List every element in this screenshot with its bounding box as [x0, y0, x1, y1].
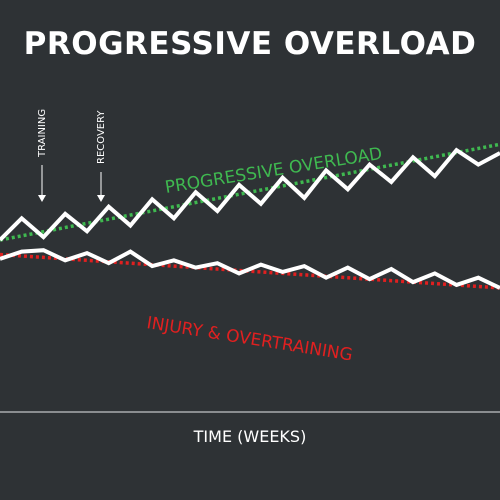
training-annotation: TRAINING	[37, 109, 48, 158]
series-line-injury	[0, 248, 500, 290]
series-line-injury-trend	[0, 252, 500, 290]
x-axis-line	[0, 411, 500, 413]
training-arrow-icon	[38, 165, 46, 202]
injury-overtraining-label: INJURY & OVERTRAINING	[145, 313, 354, 365]
recovery-arrow-icon	[97, 172, 105, 202]
x-axis-label: TIME (WEEKS)	[193, 427, 307, 446]
recovery-annotation: RECOVERY	[96, 110, 107, 164]
chart-title: PROGRESSIVE OVERLOAD	[23, 26, 477, 62]
series-line-progressive	[0, 147, 500, 242]
